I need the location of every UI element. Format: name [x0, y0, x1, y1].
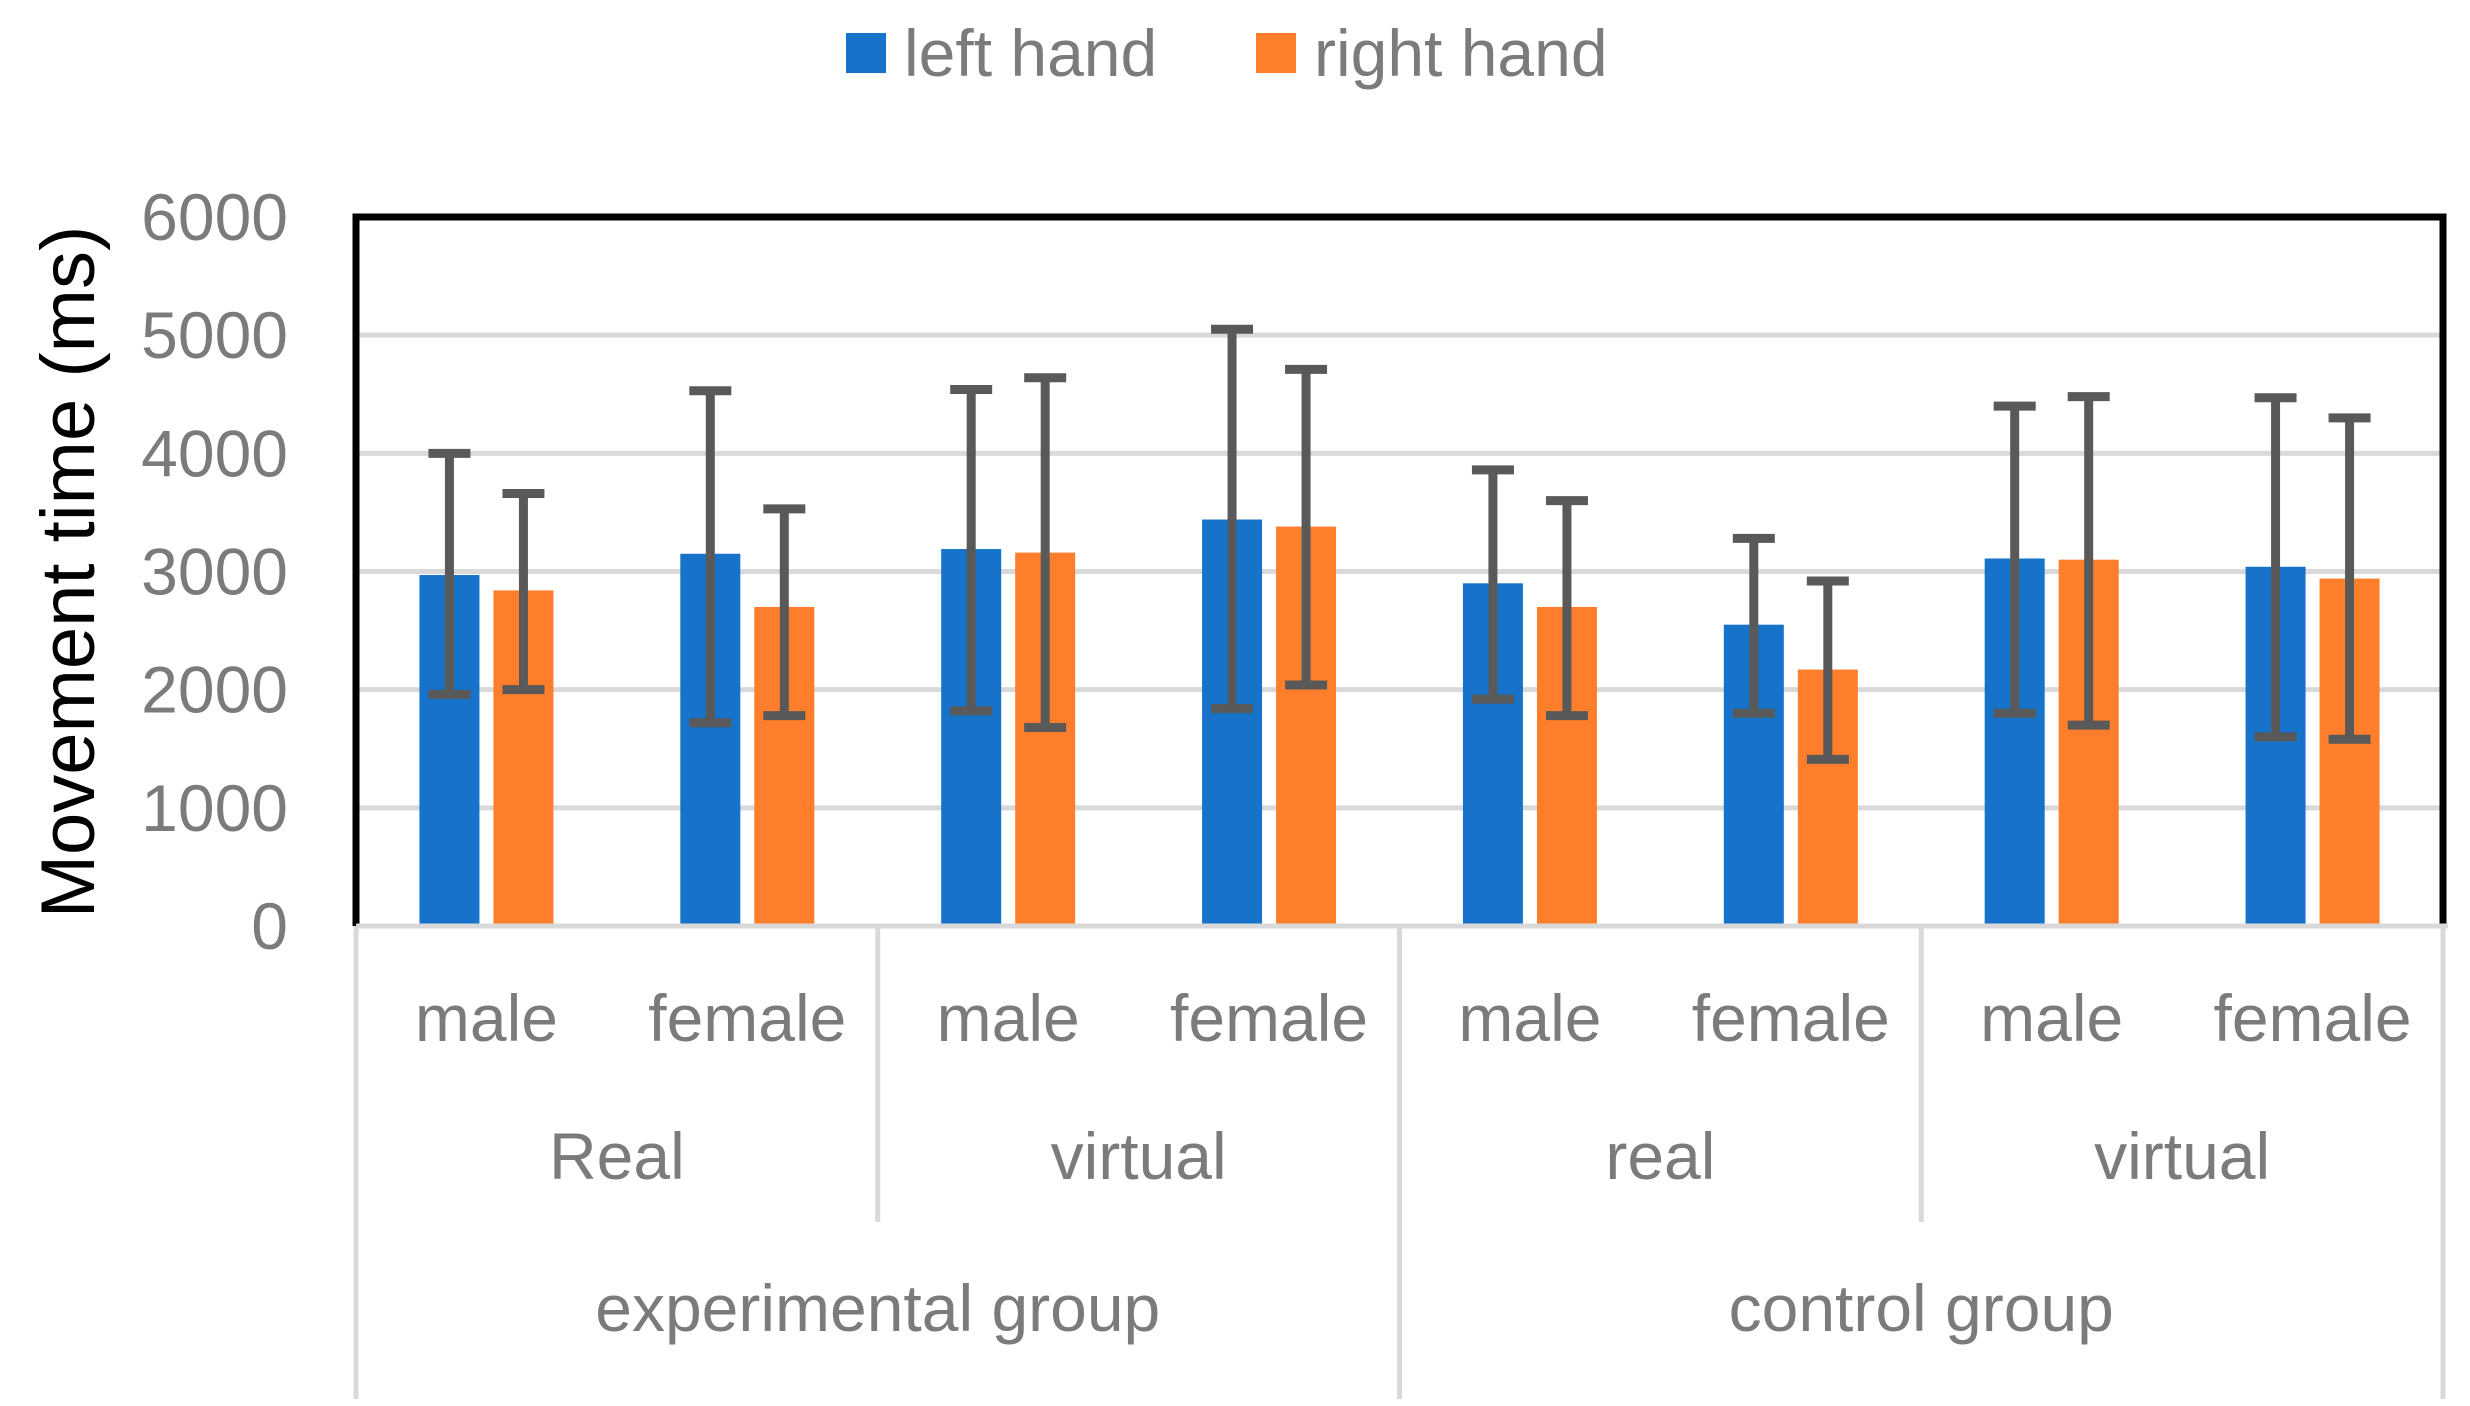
y-tick-label-0: 0	[251, 889, 288, 963]
category-label-group-1: control group	[1729, 1271, 2114, 1345]
category-label-group-0: experimental group	[595, 1271, 1160, 1345]
y-tick-label-4000: 4000	[141, 416, 288, 490]
y-tick-label-2000: 2000	[141, 653, 288, 727]
category-label-sex-3: female	[1170, 981, 1368, 1055]
category-label-condition-2: real	[1605, 1119, 1715, 1193]
y-tick-label-3000: 3000	[141, 535, 288, 609]
legend-swatch-0	[846, 33, 886, 73]
category-label-sex-0: male	[415, 981, 558, 1055]
legend-item-left-hand: left hand	[846, 16, 1157, 90]
y-axis-tick-labels: 0 1000 2000 3000 4000 5000 6000	[141, 180, 288, 963]
category-label-sex-1: female	[648, 981, 846, 1055]
legend-swatch-1	[1256, 33, 1296, 73]
y-tick-label-1000: 1000	[141, 771, 288, 845]
legend-label-1: right hand	[1314, 16, 1608, 90]
category-label-condition-3: virtual	[2094, 1119, 2270, 1193]
category-label-sex-5: female	[1692, 981, 1890, 1055]
legend: left hand right hand	[846, 16, 1608, 90]
category-label-sex-6: male	[1980, 981, 2123, 1055]
bars	[419, 519, 2380, 926]
y-tick-label-5000: 5000	[141, 298, 288, 372]
category-label-sex-4: male	[1458, 981, 1601, 1055]
gridlines	[356, 214, 2443, 811]
y-axis-title: Movement time (ms)	[26, 226, 111, 919]
error-bars	[428, 324, 2371, 764]
category-label-condition-1: virtual	[1051, 1119, 1227, 1193]
category-label-sex-2: male	[937, 981, 1080, 1055]
category-label-condition-0: Real	[549, 1119, 685, 1193]
x-axis-table: male female male female male female male female…	[353, 923, 2448, 1399]
legend-label-0: left hand	[904, 16, 1157, 90]
category-label-sex-7: female	[2214, 981, 2412, 1055]
y-tick-label-6000: 6000	[141, 180, 288, 254]
legend-item-right-hand: right hand	[1256, 16, 1608, 90]
plot-border	[352, 213, 2447, 926]
